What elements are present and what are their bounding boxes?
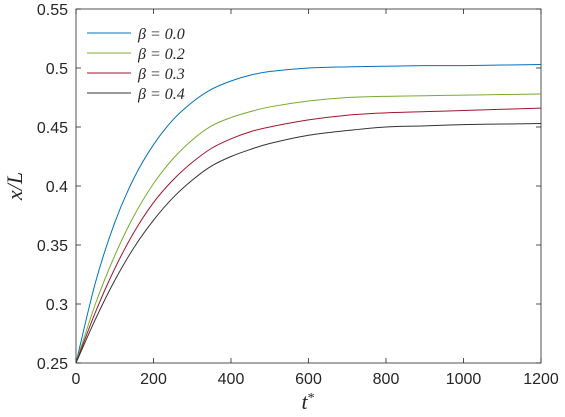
series-line-2 [75, 107, 542, 364]
legend-label-3: β = 0.4 [137, 86, 185, 103]
y-tick-label: 0.45 [37, 120, 68, 137]
x-tick-label: 0 [72, 371, 81, 388]
legend-label-2: β = 0.3 [137, 66, 185, 83]
x-tick-label: 400 [218, 371, 245, 388]
series-line-3 [75, 122, 542, 364]
series-line-1 [75, 93, 542, 364]
x-axis-title: t* [301, 389, 314, 414]
y-axis-title: x/L [2, 172, 27, 201]
ticks: 0 200 400 600 800 1000 1200 0.25 0.3 0.35 0.4 0.45 0… [37, 2, 559, 388]
legend-label-0: β = 0.0 [137, 26, 185, 43]
y-tick-label: 0.55 [37, 2, 68, 19]
y-tick-label: 0.35 [37, 238, 68, 255]
legend: β = 0.0 β = 0.2 β = 0.3 β = 0.4 [87, 26, 185, 103]
legend-label-1: β = 0.2 [137, 46, 185, 63]
x-tick-label: 600 [295, 371, 322, 388]
y-tick-label: 0.5 [46, 61, 68, 78]
x-tick-label: 1000 [446, 371, 482, 388]
y-tick-label: 0.25 [37, 356, 68, 373]
series-line-0 [75, 63, 542, 364]
y-tick-label: 0.3 [46, 297, 68, 314]
x-tick-label: 200 [140, 371, 167, 388]
series-lines [75, 63, 542, 364]
x-tick-label: 800 [373, 371, 400, 388]
x-tick-label: 1200 [523, 371, 559, 388]
y-tick-label: 0.4 [46, 179, 68, 196]
